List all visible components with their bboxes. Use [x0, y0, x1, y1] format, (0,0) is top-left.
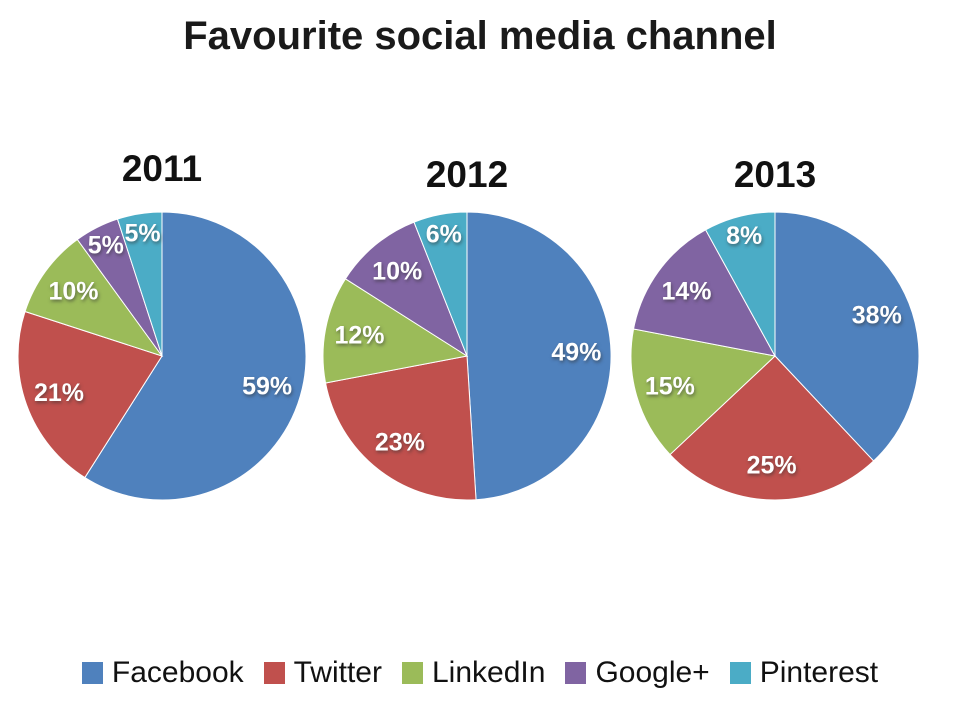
pie-slice-facebook	[774, 211, 920, 462]
legend-item-pinterest: Pinterest	[729, 656, 879, 689]
pie-data-label-pinterest: 8%	[726, 222, 762, 250]
pie-slice-pinterest	[116, 211, 163, 357]
pie-data-label-pinterest: 6%	[426, 220, 462, 248]
pie-chart-2011-year-label: 2011	[121, 148, 203, 189]
pie-data-label-facebook: 38%	[852, 302, 902, 330]
pie-slice-twitter	[17, 310, 163, 479]
pie-data-label-linkedin: 10%	[48, 278, 98, 306]
pie-slice-facebook	[84, 211, 307, 501]
pie-data-label-google: 14%	[661, 278, 711, 306]
legend-swatch-facebook	[81, 662, 103, 684]
pie-data-label-google: 10%	[372, 258, 422, 286]
pie-slice-twitter	[324, 355, 477, 501]
pie-data-label-twitter: 23%	[375, 429, 425, 457]
pie-data-label-pinterest: 5%	[125, 220, 161, 248]
legend-item-facebook: Facebook	[81, 656, 244, 689]
pie-data-label-facebook: 49%	[551, 339, 601, 367]
legend-swatch-googleplus	[565, 662, 587, 684]
pie-slice-pinterest	[704, 211, 776, 357]
pie-chart-2013-year-label: 2013	[733, 154, 817, 195]
pie-chart-2013-plot: 38% 25% 15% 14% 8%	[630, 211, 920, 501]
pie-slice-facebook	[466, 211, 612, 501]
pie-data-label-google: 5%	[88, 232, 124, 260]
pie-data-label-twitter: 21%	[34, 379, 84, 407]
legend: Facebook Twitter LinkedIn Google+ Pinter…	[0, 658, 960, 688]
legend-label-twitter: Twitter	[293, 656, 382, 689]
pie-chart-2011: 2011 59% 21% 10% 5% 5%	[12, 140, 312, 520]
legend-item-twitter: Twitter	[263, 656, 382, 689]
pie-chart-2012-plot: 49% 23% 12% 10%6%	[322, 211, 612, 501]
legend-swatch-twitter	[263, 662, 285, 684]
legend-label-linkedin: LinkedIn	[432, 656, 546, 689]
pie-slice-linkedin	[630, 328, 777, 456]
pie-slice-google	[632, 229, 776, 357]
pie-chart-2013: 2013 38% 25% 15% 14% 8%	[625, 140, 925, 520]
pie-data-label-facebook: 59%	[242, 373, 292, 401]
pie-chart-2012-year-label: 2012	[425, 154, 509, 195]
pie-slice-linkedin	[322, 278, 469, 384]
legend-swatch-linkedin	[402, 662, 423, 684]
pie-slice-twitter	[669, 355, 875, 501]
pie-slice-google	[344, 221, 469, 358]
chart-main-title: Favourite social media channel	[183, 14, 777, 58]
legend-label-facebook: Facebook	[111, 656, 244, 689]
legend-swatch-pinterest	[729, 662, 751, 684]
pie-chart-2012: 2012 49% 23% 12% 10% 6%	[317, 140, 617, 520]
legend-label-googleplus: Google+	[595, 656, 710, 689]
legend-item-linkedin: LinkedIn	[402, 658, 545, 688]
pie-data-label-linkedin: 15%	[645, 373, 695, 401]
pie-data-label-linkedin: 12%	[334, 322, 384, 350]
pie-chart-2011-plot: 59% 21% 10% 5% 5%	[17, 211, 307, 501]
pie-slice-linkedin	[24, 238, 164, 357]
pie-slice-pinterest	[413, 211, 468, 357]
legend-item-googleplus: Google+	[565, 656, 710, 689]
pie-data-label-twitter: 25%	[747, 451, 797, 479]
legend-label-pinterest: Pinterest	[759, 656, 879, 689]
